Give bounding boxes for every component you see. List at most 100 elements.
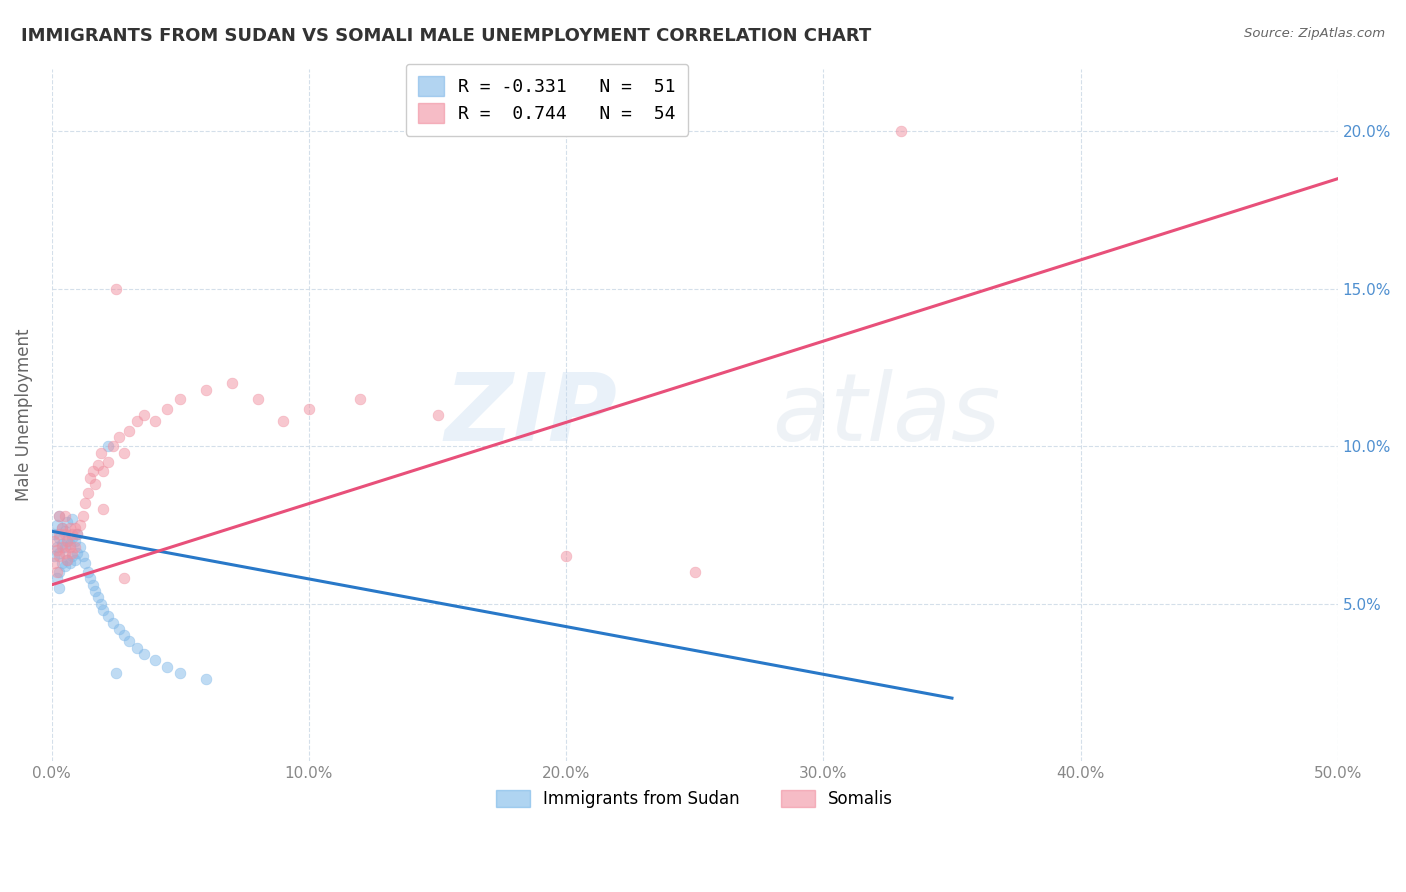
- Text: atlas: atlas: [772, 369, 1000, 460]
- Point: [51, 537, 73, 551]
- Point: [48, 527, 70, 541]
- Point: [45, 572, 67, 586]
- Point: [91, 502, 114, 516]
- Point: [84, 477, 107, 491]
- Point: [44, 533, 66, 548]
- Text: ZIP: ZIP: [444, 368, 617, 461]
- Point: [48, 508, 70, 523]
- Point: [84, 584, 107, 599]
- Point: [90, 597, 112, 611]
- Point: [59, 540, 82, 554]
- Point: [125, 414, 148, 428]
- Point: [51, 521, 73, 535]
- Point: [53, 527, 76, 541]
- Point: [66, 546, 89, 560]
- Point: [87, 458, 110, 472]
- Point: [97, 609, 120, 624]
- Point: [169, 665, 191, 680]
- Point: [69, 518, 91, 533]
- Point: [112, 445, 135, 459]
- Point: [79, 572, 101, 586]
- Point: [48, 549, 70, 564]
- Point: [51, 556, 73, 570]
- Point: [53, 524, 76, 539]
- Point: [63, 540, 86, 554]
- Point: [63, 533, 86, 548]
- Point: [66, 527, 89, 541]
- Point: [48, 508, 70, 523]
- Point: [134, 647, 156, 661]
- Point: [75, 556, 97, 570]
- Point: [76, 565, 98, 579]
- Point: [134, 408, 156, 422]
- Text: IMMIGRANTS FROM SUDAN VS SOMALI MALE UNEMPLOYMENT CORRELATION CHART: IMMIGRANTS FROM SUDAN VS SOMALI MALE UNE…: [21, 27, 872, 45]
- Point: [59, 521, 82, 535]
- Point: [195, 383, 218, 397]
- Point: [60, 511, 83, 525]
- Point: [53, 558, 76, 573]
- Point: [271, 414, 294, 428]
- Point: [91, 603, 114, 617]
- Point: [90, 445, 112, 459]
- Point: [51, 540, 73, 554]
- Point: [76, 486, 98, 500]
- Point: [118, 424, 141, 438]
- Point: [53, 540, 76, 554]
- Point: [60, 531, 83, 545]
- Point: [221, 376, 243, 391]
- Point: [97, 439, 120, 453]
- Point: [44, 549, 66, 564]
- Point: [60, 546, 83, 560]
- Y-axis label: Male Unemployment: Male Unemployment: [15, 328, 32, 501]
- Point: [683, 565, 706, 579]
- Point: [72, 549, 94, 564]
- Point: [118, 634, 141, 648]
- Point: [44, 527, 66, 541]
- Point: [66, 527, 89, 541]
- Point: [59, 556, 82, 570]
- Point: [56, 533, 79, 548]
- Point: [91, 465, 114, 479]
- Point: [82, 465, 104, 479]
- Point: [112, 572, 135, 586]
- Point: [246, 392, 269, 406]
- Point: [44, 556, 66, 570]
- Point: [72, 508, 94, 523]
- Point: [48, 546, 70, 560]
- Point: [56, 533, 79, 548]
- Point: [45, 540, 67, 554]
- Point: [45, 543, 67, 558]
- Point: [53, 508, 76, 523]
- Point: [555, 549, 578, 564]
- Point: [107, 430, 129, 444]
- Point: [60, 527, 83, 541]
- Point: [103, 439, 125, 453]
- Point: [107, 622, 129, 636]
- Text: Source: ZipAtlas.com: Source: ZipAtlas.com: [1244, 27, 1385, 40]
- Point: [112, 628, 135, 642]
- Point: [125, 640, 148, 655]
- Point: [426, 408, 449, 422]
- Point: [156, 659, 179, 673]
- Point: [63, 521, 86, 535]
- Point: [48, 581, 70, 595]
- Point: [53, 546, 76, 560]
- Point: [143, 414, 166, 428]
- Point: [105, 665, 128, 680]
- Point: [45, 518, 67, 533]
- Point: [169, 392, 191, 406]
- Point: [48, 531, 70, 545]
- Point: [60, 549, 83, 564]
- Point: [82, 578, 104, 592]
- Point: [97, 455, 120, 469]
- Point: [51, 521, 73, 535]
- Point: [56, 552, 79, 566]
- Point: [45, 565, 67, 579]
- Point: [56, 552, 79, 566]
- Point: [75, 496, 97, 510]
- Point: [48, 565, 70, 579]
- Point: [87, 591, 110, 605]
- Point: [143, 653, 166, 667]
- Point: [195, 672, 218, 686]
- Legend: Immigrants from Sudan, Somalis: Immigrants from Sudan, Somalis: [489, 783, 900, 815]
